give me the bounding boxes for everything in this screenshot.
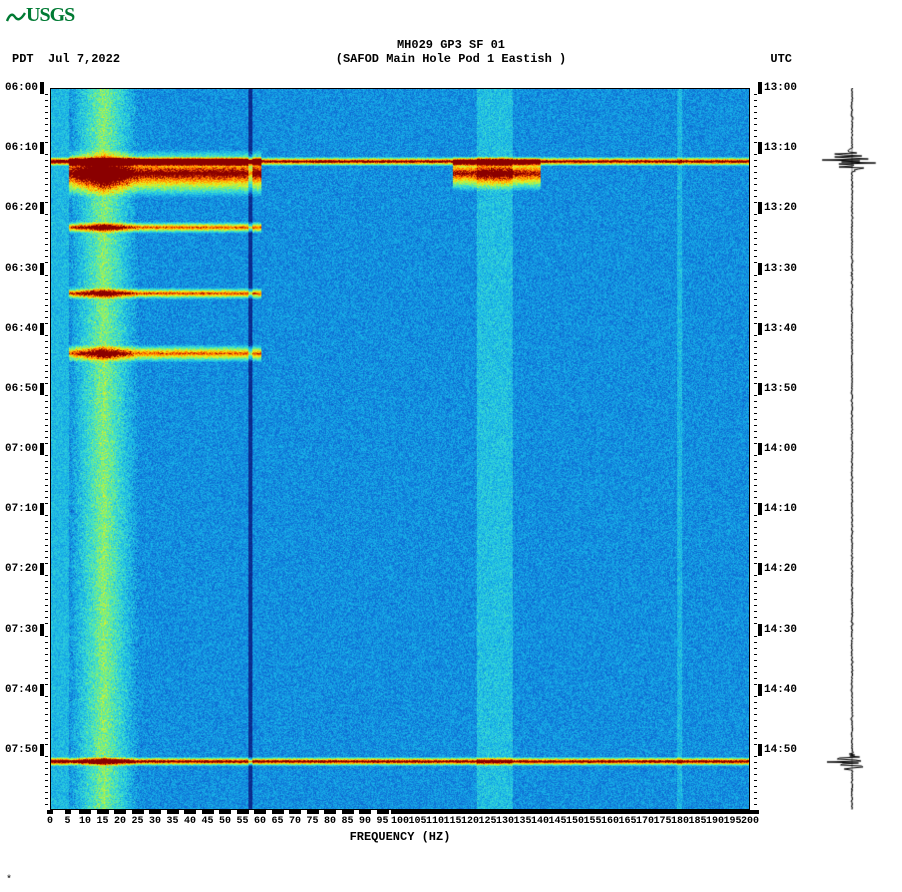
x-tick: 165 xyxy=(618,810,636,827)
y-tick-left: 07:10 xyxy=(5,503,44,515)
y-tick-right: 14:00 xyxy=(758,443,797,455)
x-tick: 145 xyxy=(548,810,566,827)
usgs-logo: USGS xyxy=(6,4,74,27)
x-tick: 50 xyxy=(219,810,231,827)
spectrogram-plot xyxy=(50,88,750,810)
chart-title: MH029 GP3 SF 01 (SAFOD Main Hole Pod 1 E… xyxy=(0,38,902,67)
x-tick: 15 xyxy=(96,810,108,827)
y-axis-right: 13:0013:1013:2013:3013:4013:5014:0014:10… xyxy=(754,88,802,810)
y-tick-left: 06:40 xyxy=(5,323,44,335)
y-tick-left: 06:20 xyxy=(5,202,44,214)
side-trace-canvas xyxy=(812,88,892,810)
x-tick: 185 xyxy=(688,810,706,827)
x-tick: 40 xyxy=(184,810,196,827)
logo-text: USGS xyxy=(26,4,74,26)
x-tick: 130 xyxy=(496,810,514,827)
y-tick-left: 06:00 xyxy=(5,82,44,94)
y-tick-right: 14:20 xyxy=(758,563,797,575)
x-axis-label: FREQUENCY (HZ) xyxy=(50,830,750,844)
y-tick-right: 13:40 xyxy=(758,323,797,335)
footer-mark: * xyxy=(6,875,12,886)
y-tick-left: 06:30 xyxy=(5,263,44,275)
x-tick: 25 xyxy=(131,810,143,827)
y-tick-right: 13:20 xyxy=(758,202,797,214)
x-tick: 10 xyxy=(79,810,91,827)
x-tick: 195 xyxy=(723,810,741,827)
x-tick: 90 xyxy=(359,810,371,827)
side-trace xyxy=(812,88,892,810)
y-tick-left: 07:30 xyxy=(5,624,44,636)
x-tick: 120 xyxy=(461,810,479,827)
x-tick: 170 xyxy=(636,810,654,827)
x-tick: 55 xyxy=(236,810,248,827)
x-tick: 100 xyxy=(391,810,409,827)
x-tick: 140 xyxy=(531,810,549,827)
x-tick: 80 xyxy=(324,810,336,827)
date-label: Jul 7,2022 xyxy=(48,52,120,66)
title-line2: (SAFOD Main Hole Pod 1 Eastish ) xyxy=(0,52,902,66)
usgs-wave-icon xyxy=(6,7,26,25)
x-tick: 160 xyxy=(601,810,619,827)
x-tick: 95 xyxy=(376,810,388,827)
x-tick: 105 xyxy=(408,810,426,827)
y-axis-left: 06:0006:1006:2006:3006:4006:5007:0007:10… xyxy=(0,88,48,810)
x-tick: 75 xyxy=(306,810,318,827)
utc-label: UTC xyxy=(770,52,792,66)
x-tick: 125 xyxy=(478,810,496,827)
x-tick: 110 xyxy=(426,810,444,827)
x-tick: 85 xyxy=(341,810,353,827)
x-tick: 20 xyxy=(114,810,126,827)
x-tick: 0 xyxy=(47,810,53,827)
y-tick-right: 13:10 xyxy=(758,142,797,154)
x-tick: 175 xyxy=(653,810,671,827)
y-tick-left: 07:50 xyxy=(5,744,44,756)
y-tick-right: 14:10 xyxy=(758,503,797,515)
x-tick: 135 xyxy=(513,810,531,827)
x-tick: 60 xyxy=(254,810,266,827)
y-tick-right: 13:30 xyxy=(758,263,797,275)
y-tick-left: 07:40 xyxy=(5,684,44,696)
x-tick: 45 xyxy=(201,810,213,827)
header-left: PDT Jul 7,2022 xyxy=(12,52,120,66)
x-tick: 70 xyxy=(289,810,301,827)
pdt-label: PDT xyxy=(12,52,34,66)
x-tick: 190 xyxy=(706,810,724,827)
y-tick-right: 13:50 xyxy=(758,383,797,395)
y-tick-left: 07:00 xyxy=(5,443,44,455)
x-tick: 65 xyxy=(271,810,283,827)
spectrogram-canvas xyxy=(51,89,749,809)
x-tick: 155 xyxy=(583,810,601,827)
y-tick-right: 14:50 xyxy=(758,744,797,756)
x-tick: 35 xyxy=(166,810,178,827)
y-tick-right: 13:00 xyxy=(758,82,797,94)
y-tick-left: 06:50 xyxy=(5,383,44,395)
x-tick: 5 xyxy=(64,810,70,827)
x-tick: 115 xyxy=(443,810,461,827)
y-tick-right: 14:30 xyxy=(758,624,797,636)
title-line1: MH029 GP3 SF 01 xyxy=(0,38,902,52)
y-tick-left: 06:10 xyxy=(5,142,44,154)
x-tick: 180 xyxy=(671,810,689,827)
x-tick: 150 xyxy=(566,810,584,827)
header-right: UTC xyxy=(770,52,792,66)
y-tick-left: 07:20 xyxy=(5,563,44,575)
x-tick: 200 xyxy=(741,810,759,827)
y-tick-right: 14:40 xyxy=(758,684,797,696)
x-tick: 30 xyxy=(149,810,161,827)
